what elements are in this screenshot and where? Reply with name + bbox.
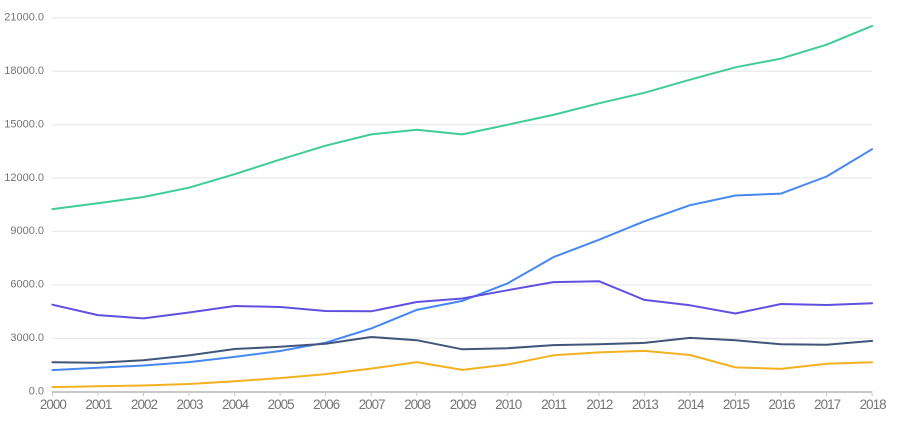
- svg-text:2005: 2005: [268, 397, 294, 412]
- svg-text:2004: 2004: [222, 397, 249, 412]
- svg-text:2018: 2018: [860, 397, 886, 412]
- svg-text:2003: 2003: [177, 397, 203, 412]
- svg-text:2001: 2001: [85, 397, 111, 412]
- svg-text:12000.0: 12000.0: [4, 172, 44, 184]
- svg-text:2013: 2013: [632, 397, 658, 412]
- svg-text:18000.0: 18000.0: [4, 65, 44, 77]
- svg-text:2011: 2011: [541, 397, 566, 412]
- svg-text:2017: 2017: [814, 397, 840, 412]
- svg-text:2014: 2014: [678, 397, 705, 412]
- svg-text:21000.0: 21000.0: [4, 12, 44, 24]
- svg-text:3000.0: 3000.0: [10, 332, 44, 344]
- svg-text:15000.0: 15000.0: [4, 118, 44, 130]
- svg-text:2000: 2000: [40, 397, 66, 412]
- svg-text:2009: 2009: [450, 397, 476, 412]
- svg-text:9000.0: 9000.0: [10, 225, 44, 237]
- svg-text:6000.0: 6000.0: [10, 279, 44, 291]
- svg-text:2015: 2015: [723, 397, 749, 412]
- svg-text:2012: 2012: [586, 397, 612, 412]
- svg-text:0.0: 0.0: [29, 386, 44, 398]
- svg-text:2006: 2006: [313, 397, 339, 412]
- svg-text:2007: 2007: [359, 397, 385, 412]
- svg-text:2008: 2008: [404, 397, 430, 412]
- svg-text:2010: 2010: [495, 397, 521, 412]
- svg-text:2016: 2016: [769, 397, 795, 412]
- svg-text:2002: 2002: [131, 397, 157, 412]
